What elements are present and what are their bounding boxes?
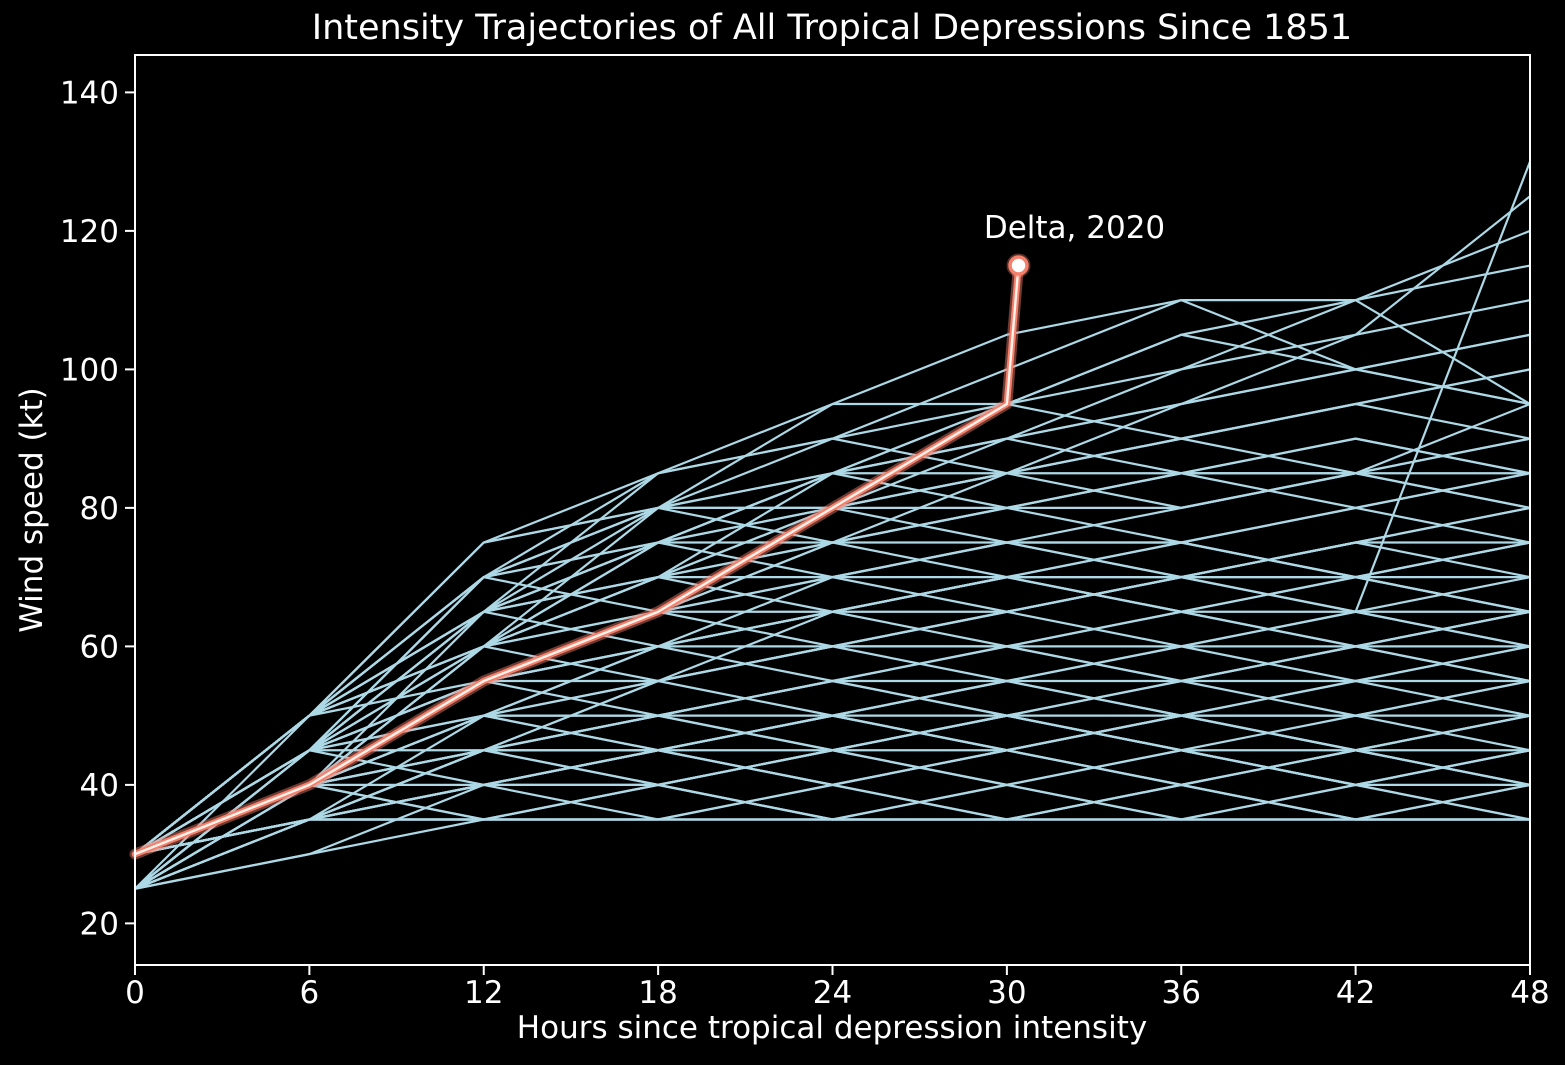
trajectory-line [134, 437, 1531, 856]
y-tick-label: 60 [80, 629, 119, 665]
delta-marker [1006, 253, 1031, 278]
x-tick-label: 42 [1336, 975, 1375, 1011]
x-tick-label: 36 [1162, 975, 1201, 1011]
trajectory-line [134, 472, 1530, 855]
trajectory-line [134, 818, 1530, 890]
trajectory-line [134, 610, 1531, 855]
trajectory-line [134, 541, 1530, 856]
y-tick-label: 40 [80, 768, 119, 804]
x-axis-label: Hours since tropical depression intensit… [516, 1010, 1148, 1046]
y-axis-label: Wind speed (kt) [14, 387, 50, 633]
chart-title: Intensity Trajectories of All Tropical D… [311, 8, 1353, 48]
trajectory-line [134, 472, 1531, 855]
x-tick-label: 18 [638, 975, 677, 1011]
x-tick-label: 30 [987, 975, 1026, 1011]
x-tick-label: 12 [464, 975, 503, 1011]
trajectory-line [134, 541, 1531, 855]
trajectory-line [134, 714, 1531, 890]
trajectory-line [134, 541, 1531, 856]
x-axis-ticks: 0 6 12 18 24 30 36 42 48 [125, 965, 1550, 1011]
trajectory-line [134, 195, 1531, 855]
y-tick-label: 120 [60, 214, 119, 250]
y-axis-ticks: 20 40 60 80 100 120 140 [60, 75, 135, 942]
trajectory-line [134, 333, 1531, 855]
trajectory-line [134, 472, 1531, 856]
trajectory-line [134, 576, 1531, 890]
y-tick-label: 80 [80, 491, 119, 527]
trajectory-line [134, 610, 1530, 856]
trajectory-line [134, 714, 1531, 890]
trajectory-lines [134, 161, 1531, 890]
trajectory-line [134, 818, 1530, 856]
y-tick-label: 100 [60, 352, 119, 388]
trajectory-line [134, 402, 1531, 890]
x-tick-label: 6 [300, 975, 320, 1011]
trajectory-line [134, 264, 1531, 855]
trajectory-line [134, 333, 1531, 855]
x-tick-label: 24 [813, 975, 852, 1011]
trajectory-line [134, 783, 1531, 890]
y-tick-label: 140 [60, 75, 119, 111]
delta-line [129, 260, 1024, 860]
trajectory-line [134, 229, 1531, 890]
y-tick-label: 20 [80, 906, 119, 942]
trajectory-line [134, 714, 1530, 890]
trajectory-line [134, 472, 1531, 855]
x-tick-label: 0 [125, 975, 145, 1011]
trajectory-line [134, 402, 1531, 856]
trajectory-line [134, 818, 1530, 890]
delta-annotation: Delta, 2020 [983, 209, 1166, 246]
x-tick-label: 48 [1510, 975, 1549, 1011]
trajectory-line [134, 576, 1531, 890]
trajectory-line [134, 610, 1531, 856]
trajectory-line [134, 679, 1531, 856]
trajectory-line [134, 299, 1531, 890]
trajectory-line [134, 610, 1531, 856]
